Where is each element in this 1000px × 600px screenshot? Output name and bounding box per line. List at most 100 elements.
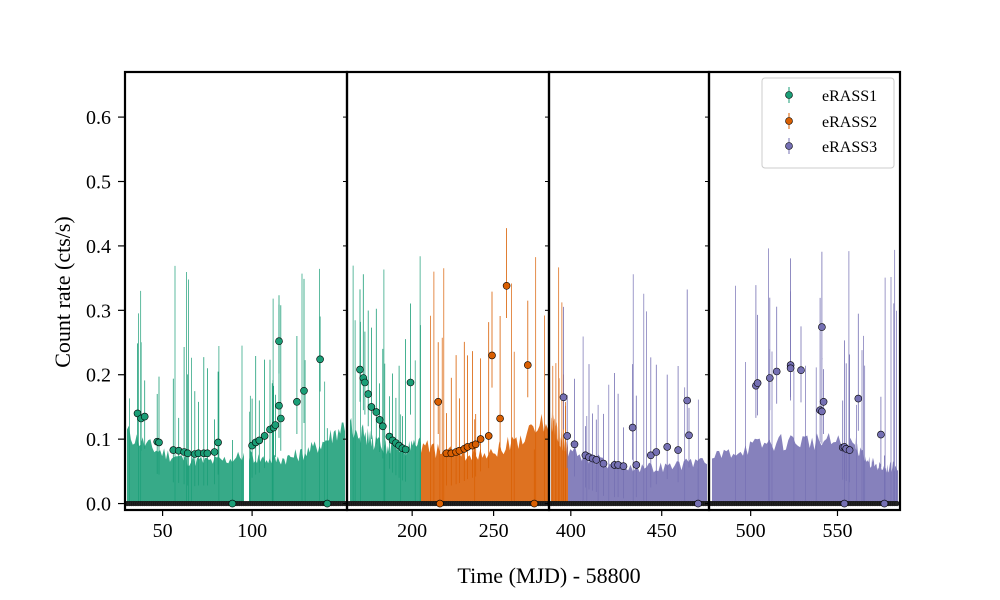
legend-entry-erass3: eRASS3 (785, 138, 877, 156)
data-point (786, 364, 795, 373)
y-tick-label: 0.0 (86, 494, 111, 516)
data-points (133, 281, 889, 508)
data-point (570, 440, 579, 449)
data-point (255, 436, 264, 445)
data-point (356, 365, 364, 374)
x-axis-title: Time (MJD) - 58800 (457, 563, 640, 588)
data-point (599, 459, 608, 468)
data-point (845, 446, 854, 454)
data-point (133, 409, 142, 418)
error-bars (137, 228, 885, 504)
data-point (663, 443, 672, 451)
data-point (619, 462, 628, 471)
data-point (316, 355, 324, 364)
legend-label: eRASS1 (822, 88, 877, 105)
data-point (496, 414, 504, 423)
y-tick-label: 0.6 (86, 107, 111, 129)
data-point (818, 323, 826, 331)
data-point (372, 408, 381, 416)
y-tick-label: 0.5 (86, 172, 111, 194)
legend-marker (785, 117, 793, 125)
data-point (406, 378, 415, 387)
data-point (840, 499, 849, 508)
axis-ticks: 50 100 200 250 400 450 500 550 0.0 0.1 0.2 0.3 0.4 0.… (86, 107, 852, 542)
data-point (877, 430, 885, 439)
data-point (293, 397, 301, 406)
data-point (674, 446, 682, 454)
y-tick-label: 0.4 (86, 236, 111, 258)
y-axis-title: Count rate (cts/s) (50, 216, 75, 368)
data-point (753, 379, 762, 387)
data-point (183, 449, 192, 458)
legend-label: eRASS2 (822, 114, 877, 131)
data-point (471, 440, 480, 449)
data-point (819, 397, 828, 406)
data-point (797, 366, 805, 375)
x-tick-label: 400 (556, 520, 586, 542)
data-point (683, 396, 692, 405)
legend-label: eRASS3 (822, 139, 877, 156)
legend-marker (785, 91, 793, 99)
data-point (228, 499, 237, 508)
data-point (476, 435, 485, 443)
y-tick-label: 0.3 (86, 300, 111, 322)
x-tick-label: 500 (736, 520, 766, 542)
data-point (484, 432, 493, 440)
legend-entry-erass1: eRASS1 (785, 87, 877, 105)
legend-marker (785, 142, 793, 150)
y-tick-label: 0.2 (86, 365, 111, 387)
data-point (488, 351, 496, 360)
data-point (694, 499, 702, 508)
legend-box (761, 77, 895, 169)
background-fills (127, 248, 898, 504)
data-point (378, 422, 387, 431)
data-point (854, 394, 863, 403)
data-point (214, 438, 222, 447)
x-tick-label: 550 (822, 520, 852, 542)
data-point (502, 281, 511, 290)
data-point (271, 421, 280, 429)
data-point (523, 361, 532, 369)
x-tick-label: 50 (153, 520, 173, 542)
data-point (401, 445, 410, 454)
data-point (323, 499, 332, 508)
data-point (765, 374, 774, 382)
error-envelope (712, 433, 855, 504)
data-point (592, 455, 601, 464)
data-point (646, 451, 655, 460)
data-point (880, 499, 889, 508)
data-point (260, 432, 269, 440)
error-envelope (421, 413, 548, 504)
data-point (140, 412, 149, 421)
x-tick-label: 100 (237, 520, 267, 542)
data-point (367, 403, 376, 411)
data-point (275, 337, 283, 346)
data-point (361, 378, 369, 387)
error-envelope (350, 418, 421, 504)
data-point (772, 367, 781, 376)
data-point (530, 499, 539, 508)
data-point (275, 401, 283, 410)
data-point (652, 448, 661, 456)
x-tick-label: 450 (647, 520, 677, 542)
data-point (436, 499, 444, 508)
x-tick-label: 250 (479, 520, 509, 542)
data-point (203, 449, 212, 458)
data-point (818, 407, 826, 416)
data-point (685, 431, 693, 440)
data-point (210, 448, 219, 456)
data-point (276, 414, 285, 423)
data-point (563, 432, 572, 440)
data-point (300, 386, 308, 395)
data-point (155, 438, 163, 447)
panel-frame (707, 70, 902, 512)
panel-frames (123, 70, 902, 512)
legend-entry-erass2: eRASS2 (785, 113, 877, 131)
zero-point (894, 501, 900, 507)
data-point (632, 461, 641, 469)
data-point (628, 423, 637, 432)
data-point (559, 393, 568, 402)
error-envelope (855, 437, 898, 504)
data-point (375, 415, 384, 424)
